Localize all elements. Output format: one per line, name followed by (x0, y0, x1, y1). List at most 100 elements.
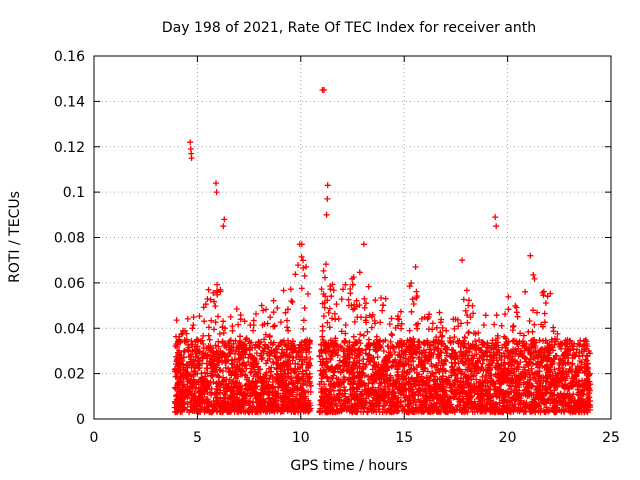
data-point (508, 356, 515, 363)
data-point (334, 379, 341, 386)
data-point (233, 391, 240, 398)
data-point (496, 400, 503, 407)
data-point (432, 376, 438, 383)
data-point (460, 398, 467, 405)
data-point (514, 313, 521, 320)
data-point (481, 340, 488, 347)
data-point (356, 352, 363, 359)
data-point (210, 407, 217, 414)
data-point (538, 353, 545, 360)
data-point (208, 385, 215, 392)
data-point (379, 408, 386, 415)
data-point (270, 309, 277, 316)
data-point (527, 252, 534, 259)
data-point (227, 313, 234, 320)
data-point (242, 395, 249, 402)
data-point (323, 211, 330, 218)
data-point (292, 271, 299, 278)
data-point (228, 344, 235, 351)
y-tick-label: 0.04 (54, 321, 85, 337)
data-point (180, 348, 187, 355)
data-point (330, 372, 337, 379)
data-point (282, 386, 289, 393)
data-point (393, 396, 400, 403)
data-point (344, 343, 351, 350)
data-point (361, 295, 368, 302)
data-point (230, 361, 237, 368)
data-point (258, 302, 265, 309)
data-point (269, 350, 275, 357)
data-point (408, 308, 415, 315)
data-point (212, 303, 219, 310)
data-point (371, 359, 378, 365)
data-point (439, 402, 446, 409)
data-point (342, 330, 349, 337)
data-point (460, 378, 467, 385)
data-point (196, 408, 203, 415)
data-point (384, 407, 391, 414)
data-point (380, 302, 387, 309)
data-point (397, 357, 404, 363)
data-point (378, 295, 385, 301)
data-point (506, 394, 512, 401)
data-point (303, 349, 310, 356)
data-point (260, 377, 267, 384)
data-point (285, 380, 292, 387)
data-point (504, 355, 511, 362)
data-point (524, 361, 531, 368)
data-point (473, 384, 480, 391)
data-point (542, 383, 549, 390)
data-point (547, 344, 554, 350)
data-point (216, 330, 223, 337)
data-point (417, 386, 424, 393)
data-point (200, 341, 207, 347)
data-point (443, 327, 450, 334)
data-point (385, 394, 392, 401)
data-point (504, 379, 511, 386)
data-point (543, 406, 550, 413)
data-point (301, 305, 308, 311)
data-point (228, 383, 235, 390)
data-point (262, 371, 269, 378)
data-point (415, 356, 422, 362)
data-point (584, 402, 591, 409)
data-point (579, 388, 585, 395)
data-point (187, 403, 194, 410)
data-point (360, 241, 367, 248)
data-point (253, 383, 260, 390)
data-point (289, 299, 296, 305)
data-point (413, 288, 420, 295)
data-point (214, 289, 221, 296)
data-point (445, 378, 452, 385)
data-point (439, 332, 446, 339)
data-point (251, 359, 258, 366)
data-point (569, 379, 576, 386)
data-point (492, 383, 499, 390)
data-point (270, 359, 277, 366)
data-point (468, 399, 475, 406)
data-point (350, 384, 357, 391)
data-point (410, 301, 417, 307)
data-point (494, 339, 501, 346)
data-point (388, 409, 395, 416)
y-axis-tick-labels: 00.020.040.060.080.10.120.140.16 (54, 49, 85, 428)
data-point (418, 373, 425, 380)
data-point (348, 302, 355, 309)
data-point (547, 400, 554, 407)
data-point (552, 335, 558, 342)
data-point (550, 347, 557, 354)
data-point (460, 296, 467, 303)
data-point (331, 381, 338, 388)
data-point (465, 379, 472, 386)
data-point (406, 386, 413, 393)
data-point (222, 364, 229, 371)
data-point (253, 350, 260, 357)
data-point (373, 333, 380, 340)
data-point (545, 396, 552, 403)
data-point (540, 323, 546, 330)
data-point (208, 317, 215, 324)
data-point (335, 390, 342, 397)
data-point (333, 363, 340, 370)
data-point (210, 290, 217, 296)
data-point (303, 367, 310, 374)
